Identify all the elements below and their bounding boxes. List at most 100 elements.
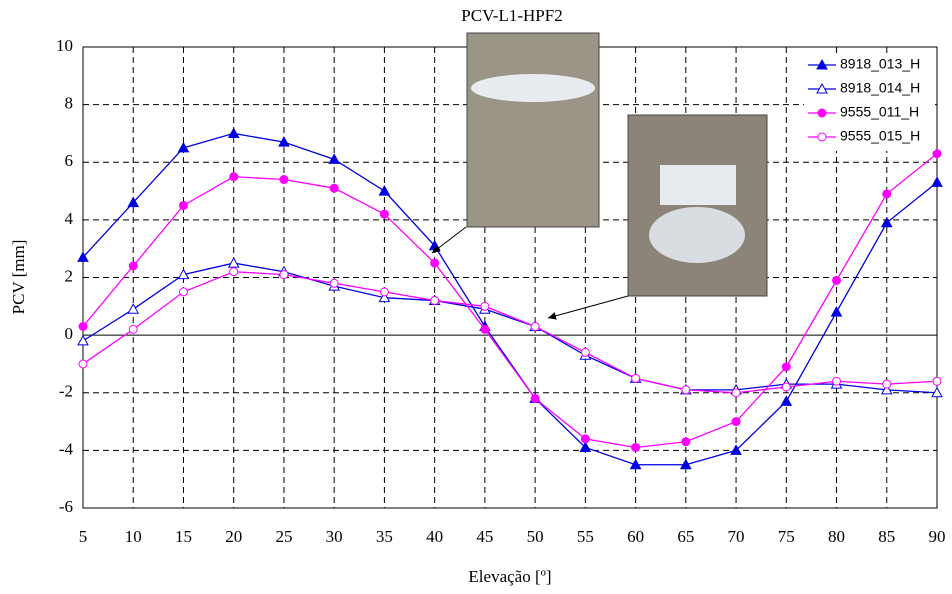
marker (882, 379, 892, 389)
x-tick-label: 45 (476, 527, 493, 546)
marker (579, 441, 592, 452)
marker (580, 347, 590, 357)
marker (832, 376, 842, 386)
y-tick-label: -4 (59, 439, 74, 458)
marker (430, 258, 440, 268)
marker (329, 183, 339, 193)
x-tick-label: 90 (929, 527, 946, 546)
legend-label: 9555_011_H (840, 104, 919, 120)
marker (931, 176, 943, 187)
chart-title: PCV-L1-HPF2 (461, 6, 562, 25)
marker (229, 172, 239, 182)
marker (379, 209, 389, 219)
antenna-photo (627, 114, 768, 297)
marker (78, 321, 88, 331)
x-tick-label: 55 (577, 527, 594, 546)
photo-detail (660, 165, 736, 205)
photo-detail (471, 74, 595, 102)
legend-label: 9555_015_H (840, 128, 920, 144)
marker (227, 257, 240, 268)
marker (780, 395, 793, 406)
marker (480, 301, 490, 311)
marker (128, 324, 138, 334)
marker (379, 287, 389, 297)
marker (78, 359, 88, 369)
marker (880, 383, 893, 395)
x-axis-label: Elevação [º] (468, 567, 551, 586)
legend-label: 8918_014_H (840, 80, 920, 96)
marker (128, 261, 138, 271)
x-tick-label: 60 (627, 527, 644, 546)
antenna-photo (466, 32, 600, 228)
marker (781, 362, 791, 372)
y-tick-label: 4 (65, 209, 74, 228)
arrow (431, 226, 467, 254)
marker (681, 385, 691, 395)
marker (378, 291, 391, 303)
marker (731, 417, 741, 427)
marker (830, 306, 843, 317)
x-tick-label: 20 (225, 527, 242, 546)
y-tick-label: -6 (59, 497, 73, 516)
marker (832, 275, 842, 285)
marker (127, 303, 140, 314)
arrow (547, 295, 629, 320)
marker (177, 141, 190, 153)
marker (932, 149, 942, 159)
marker (932, 376, 942, 386)
marker (629, 458, 642, 470)
marker (882, 189, 892, 199)
marker (880, 216, 893, 228)
marker (378, 185, 391, 196)
series-line (82, 271, 938, 394)
series-line (82, 262, 938, 394)
marker (530, 321, 540, 331)
legend-marker (816, 58, 828, 70)
marker (781, 382, 791, 392)
marker (229, 267, 239, 277)
y-axis-label: PCV [mm] (9, 240, 28, 315)
marker (178, 200, 188, 210)
marker (178, 287, 188, 297)
x-tick-label: 70 (728, 527, 745, 546)
marker (77, 334, 89, 346)
legend-label: 8918_013_H (840, 56, 920, 72)
marker (127, 196, 140, 208)
y-tick-label: 0 (65, 324, 74, 343)
marker (480, 324, 490, 334)
photo-detail (649, 207, 745, 263)
marker (77, 251, 89, 262)
marker (279, 270, 289, 280)
marker (731, 388, 741, 398)
x-tick-label: 5 (79, 527, 88, 546)
x-tick-label: 65 (677, 527, 694, 546)
x-tick-label: 50 (527, 527, 544, 546)
x-tick-label: 80 (828, 527, 845, 546)
marker (328, 153, 341, 164)
marker (681, 437, 691, 447)
marker (580, 434, 590, 444)
x-tick-label: 25 (275, 527, 292, 546)
x-tick-label: 75 (778, 527, 795, 546)
marker (931, 386, 943, 398)
marker (227, 127, 240, 138)
marker (631, 373, 641, 383)
marker (631, 442, 641, 452)
y-tick-label: 10 (56, 36, 73, 55)
series-line (82, 153, 938, 449)
marker (329, 278, 339, 288)
legend-marker (817, 108, 827, 118)
y-tick-label: 6 (65, 151, 74, 170)
y-tick-label: 2 (65, 266, 74, 285)
x-tick-label: 10 (125, 527, 142, 546)
x-tick-label: 30 (326, 527, 343, 546)
marker (279, 175, 289, 185)
marker (730, 444, 742, 455)
marker (530, 394, 540, 404)
legend-marker (817, 132, 827, 142)
marker (177, 268, 190, 280)
y-tick-label: -2 (59, 382, 73, 401)
marker (679, 458, 692, 470)
x-tick-label: 40 (426, 527, 443, 546)
